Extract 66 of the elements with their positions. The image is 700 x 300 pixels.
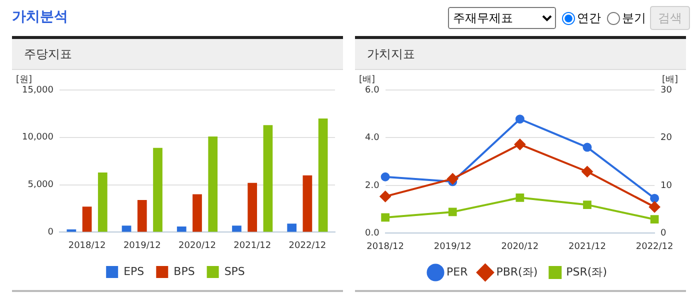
legend-label: PER <box>446 265 468 278</box>
point <box>650 215 659 224</box>
bar <box>208 136 218 232</box>
point <box>515 114 524 124</box>
chart-title: 주당지표 <box>12 36 343 70</box>
x-tick-label: 2018/12 <box>68 240 106 251</box>
x-tick-label: 2020/12 <box>178 240 216 251</box>
legend-label: PBR(좌) <box>496 265 538 278</box>
x-tick-label: 2019/12 <box>434 242 472 252</box>
point <box>582 142 592 152</box>
bar <box>232 226 242 232</box>
x-tick-label: 2022/12 <box>636 242 674 252</box>
bar <box>263 125 273 232</box>
bar <box>153 148 162 232</box>
bar <box>98 172 108 232</box>
bar <box>82 206 92 232</box>
x-tick-label: 2020/12 <box>501 242 539 252</box>
point <box>583 200 592 209</box>
y2-axis-title: [배] <box>662 74 678 85</box>
bar <box>287 224 297 232</box>
text: 연간 <box>576 10 601 26</box>
y-tick-label: 15,000 <box>22 85 54 96</box>
bar <box>137 200 147 232</box>
chart-title: 가치지표 <box>355 36 686 70</box>
bar <box>176 226 186 232</box>
x-tick-label: 2021/12 <box>568 242 606 252</box>
bar <box>248 182 258 232</box>
legend-label: BPS <box>174 264 195 278</box>
y2-tick-label: 30 <box>660 85 672 96</box>
legend-label: SPS <box>224 264 245 278</box>
legend-label: PSR(좌) <box>566 265 607 278</box>
point <box>516 193 524 202</box>
x-tick-label: 2021/12 <box>234 240 272 251</box>
text: 주재무제표 <box>448 7 556 29</box>
point <box>448 208 457 216</box>
y-tick-label: 2.0 <box>364 180 380 191</box>
x-tick-label: 2022/12 <box>288 240 326 251</box>
point <box>380 172 390 182</box>
point <box>447 173 458 184</box>
point <box>582 166 593 178</box>
bar <box>192 194 202 232</box>
x-tick-label: 2018/12 <box>366 242 404 252</box>
y-tick-label: 4.0 <box>364 133 380 144</box>
bar <box>302 175 312 232</box>
y-tick-label: 0.0 <box>364 228 380 239</box>
y-axis-title: [배] <box>359 74 376 85</box>
y-axis-title: [원] <box>16 74 32 85</box>
point <box>381 213 390 222</box>
bar <box>318 118 328 232</box>
point <box>514 138 526 150</box>
text: 분기 <box>621 10 646 26</box>
x-tick-label: 2019/12 <box>123 240 161 251</box>
text: 검색 <box>650 6 690 30</box>
y2-tick-label: 0 <box>660 228 667 239</box>
y2-tick-label: 10 <box>660 180 672 191</box>
y-tick-label: 0 <box>48 228 54 238</box>
point <box>650 194 660 203</box>
y-tick-label: 6.0 <box>364 85 380 96</box>
text: 가치분석 <box>12 8 68 26</box>
bar <box>122 226 132 232</box>
y-tick-label: 5,000 <box>28 180 54 190</box>
y2-tick-label: 20 <box>660 133 672 144</box>
point <box>649 201 660 212</box>
legend-label: EPS <box>124 264 144 278</box>
y-tick-label: 10,000 <box>22 132 54 143</box>
point <box>380 190 391 202</box>
